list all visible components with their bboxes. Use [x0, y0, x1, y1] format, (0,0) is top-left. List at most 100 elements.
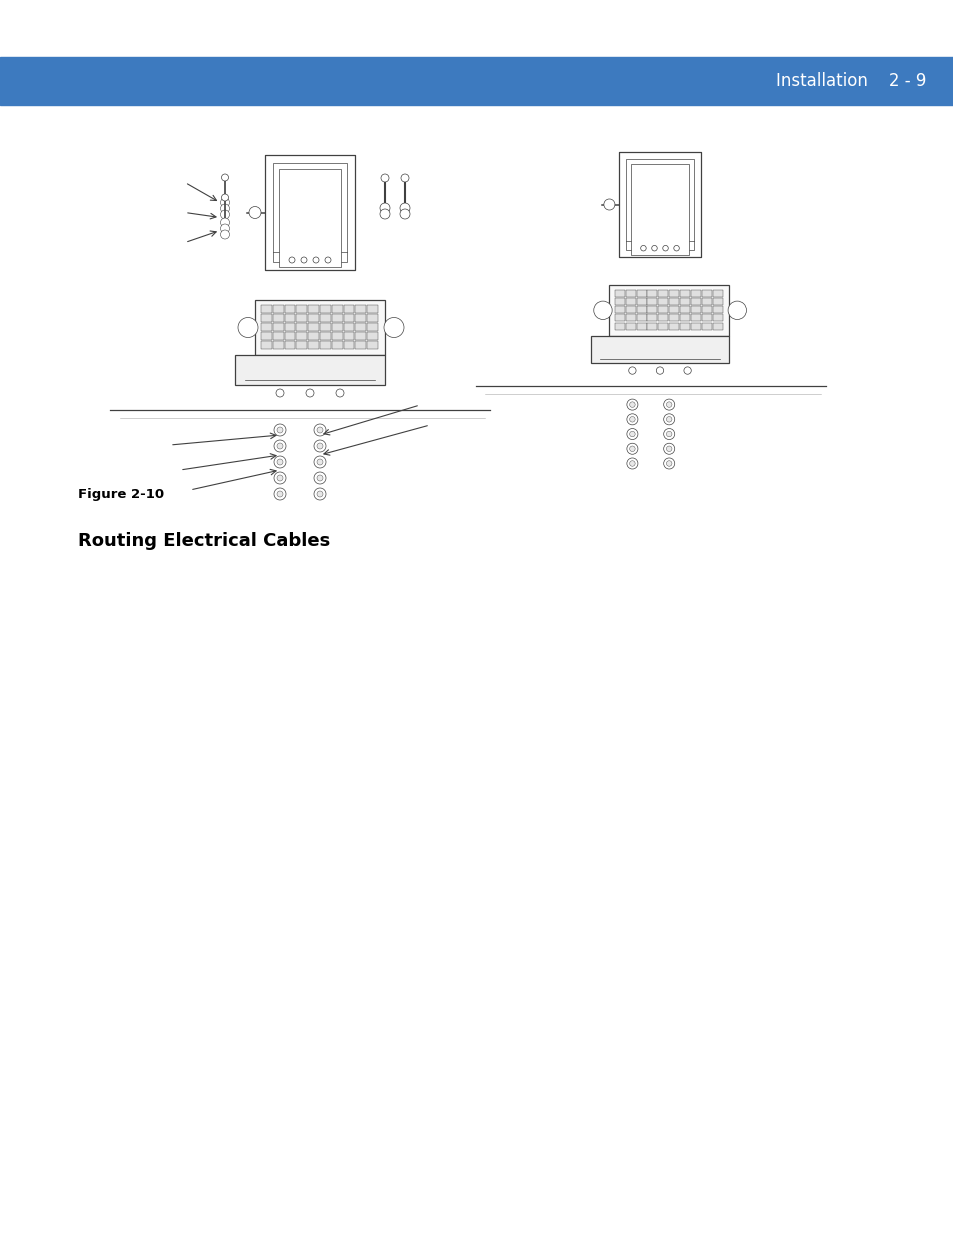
Bar [234, 354, 385, 385]
Bar [636, 315, 646, 321]
Bar [701, 289, 711, 296]
Bar [712, 306, 721, 312]
Circle shape [237, 317, 257, 337]
Bar [367, 314, 377, 321]
Bar [679, 289, 689, 296]
Bar [265, 156, 355, 270]
Bar [355, 324, 366, 331]
Bar [0, 57, 953, 105]
Circle shape [628, 367, 636, 374]
Bar [701, 322, 711, 330]
Bar [261, 341, 272, 348]
Circle shape [276, 427, 283, 433]
Bar [701, 306, 711, 312]
Bar [618, 152, 700, 257]
Circle shape [666, 416, 671, 422]
Bar [308, 305, 318, 312]
Bar [609, 285, 728, 336]
Circle shape [673, 246, 679, 251]
Bar [615, 298, 624, 305]
Circle shape [626, 429, 638, 440]
Bar [367, 305, 377, 312]
Circle shape [306, 389, 314, 396]
Text: Figure 2-10: Figure 2-10 [78, 488, 164, 501]
Bar [261, 314, 272, 321]
Circle shape [399, 209, 410, 219]
Circle shape [316, 459, 323, 466]
Bar [367, 324, 377, 331]
Bar [690, 315, 700, 321]
Bar [590, 336, 728, 363]
Circle shape [626, 399, 638, 410]
Circle shape [626, 458, 638, 469]
Bar [690, 322, 700, 330]
Circle shape [313, 257, 318, 263]
Bar [332, 314, 342, 321]
Circle shape [663, 458, 674, 469]
Circle shape [274, 440, 286, 452]
Circle shape [314, 472, 326, 484]
Bar [625, 306, 635, 312]
Bar [658, 306, 668, 312]
Bar [690, 298, 700, 305]
Circle shape [629, 431, 635, 437]
Bar [712, 322, 721, 330]
Circle shape [314, 488, 326, 500]
Circle shape [316, 492, 323, 496]
Circle shape [325, 257, 331, 263]
Circle shape [663, 443, 674, 454]
Bar [273, 341, 283, 348]
Circle shape [275, 389, 284, 396]
Circle shape [289, 257, 294, 263]
Bar [668, 322, 679, 330]
Bar [668, 306, 679, 312]
Circle shape [656, 367, 663, 374]
Bar [343, 314, 354, 321]
Circle shape [274, 488, 286, 500]
Bar [615, 306, 624, 312]
Bar [332, 341, 342, 348]
Bar [273, 305, 283, 312]
Circle shape [663, 414, 674, 425]
Bar [625, 322, 635, 330]
Bar [355, 314, 366, 321]
Circle shape [301, 257, 307, 263]
Bar [615, 289, 624, 296]
Circle shape [603, 199, 615, 210]
Circle shape [399, 203, 410, 212]
Bar [647, 322, 657, 330]
Circle shape [221, 194, 229, 201]
Circle shape [626, 443, 638, 454]
Bar [679, 315, 689, 321]
Bar [668, 289, 679, 296]
Bar [636, 306, 646, 312]
Bar [296, 332, 307, 340]
Bar [625, 159, 694, 249]
Circle shape [276, 459, 283, 466]
Bar [701, 298, 711, 305]
Bar [332, 305, 342, 312]
Bar [284, 305, 295, 312]
Bar [615, 315, 624, 321]
Circle shape [663, 399, 674, 410]
Bar [332, 324, 342, 331]
Bar [261, 332, 272, 340]
Bar [254, 300, 385, 354]
Circle shape [379, 209, 390, 219]
Circle shape [629, 401, 635, 408]
Bar [658, 289, 668, 296]
Circle shape [666, 446, 671, 452]
Circle shape [662, 246, 668, 251]
Circle shape [274, 472, 286, 484]
Bar [712, 289, 721, 296]
Bar [636, 298, 646, 305]
Bar [343, 341, 354, 348]
Circle shape [314, 424, 326, 436]
Circle shape [727, 301, 745, 320]
Bar [712, 315, 721, 321]
Circle shape [666, 461, 671, 467]
Bar [296, 305, 307, 312]
Circle shape [651, 246, 657, 251]
Bar [658, 298, 668, 305]
Bar [343, 332, 354, 340]
